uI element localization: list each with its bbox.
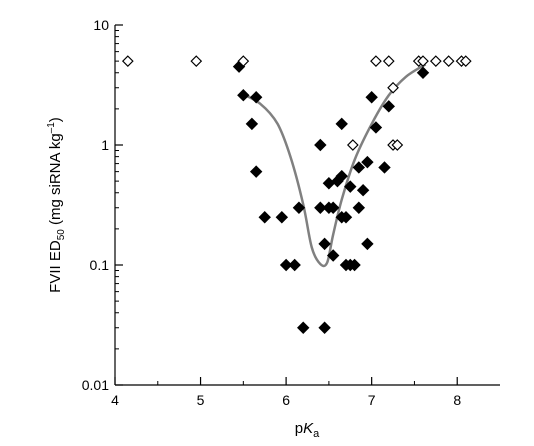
filled-diamond-point bbox=[348, 258, 361, 272]
filled-diamond-point bbox=[339, 211, 353, 224]
y-tick-label: 0.01 bbox=[82, 377, 109, 393]
filled-diamond-point bbox=[356, 184, 370, 197]
x-axis-title-k: K bbox=[303, 420, 314, 437]
open-diamond-point bbox=[121, 55, 134, 67]
filled-diamond-point bbox=[326, 249, 340, 262]
fit-curve-layer bbox=[240, 63, 427, 268]
filled-diamond-point bbox=[245, 117, 259, 131]
tick-labels: 0.01 0.1 1 10 4 5 6 7 8 bbox=[82, 17, 462, 408]
open-diamond-point bbox=[382, 55, 395, 67]
filled-diamond-point bbox=[352, 201, 366, 214]
filled-diamond-point bbox=[361, 155, 374, 169]
x-tick-label: 7 bbox=[368, 392, 376, 408]
filled-diamond-point bbox=[322, 177, 336, 190]
filled-diamond-point bbox=[237, 88, 250, 102]
filled-diamond-point bbox=[288, 258, 301, 272]
filled-diamond-point bbox=[365, 91, 378, 104]
open-diamond-point bbox=[387, 81, 399, 94]
filled-diamond-point bbox=[335, 117, 348, 131]
x-ticks bbox=[114, 377, 458, 385]
open-diamond-point bbox=[190, 55, 203, 67]
filled-diamond-point bbox=[361, 237, 374, 251]
y-axis-title-sup: –1 bbox=[46, 122, 57, 134]
filled-diamond-point bbox=[326, 201, 340, 214]
open-diamond-point bbox=[442, 55, 455, 67]
data-points-layer bbox=[121, 55, 472, 334]
x-axis-title: pKa bbox=[295, 420, 320, 440]
y-tick-label: 1 bbox=[101, 137, 109, 153]
open-diamond-point bbox=[459, 55, 472, 67]
filled-diamond-point bbox=[275, 211, 289, 224]
open-diamond-point bbox=[391, 139, 404, 151]
y-ticks bbox=[115, 24, 123, 386]
filled-diamond-point bbox=[416, 66, 430, 79]
open-diamond-point bbox=[370, 55, 382, 67]
y-axis-title-main: FVII ED bbox=[47, 240, 64, 293]
filled-diamond-point bbox=[318, 321, 331, 334]
y-axis-title: FVII ED50 (mg siRNA kg–1) bbox=[46, 117, 67, 293]
filled-diamond-point bbox=[314, 138, 327, 152]
open-diamond-point bbox=[346, 139, 359, 151]
x-tick-label: 8 bbox=[453, 392, 461, 408]
x-axis-title-sub: a bbox=[313, 428, 320, 440]
filled-diamond-point bbox=[352, 161, 366, 174]
filled-diamond-point bbox=[297, 321, 310, 334]
filled-diamond-point bbox=[335, 169, 348, 183]
filled-diamond-point bbox=[382, 100, 395, 113]
x-tick-label: 4 bbox=[111, 392, 119, 408]
filled-diamond-point bbox=[258, 211, 271, 224]
y-axis-title-close: ) bbox=[47, 117, 64, 122]
open-diamond-point bbox=[237, 55, 250, 67]
filled-diamond-point bbox=[314, 201, 327, 214]
x-tick-label: 6 bbox=[282, 392, 290, 408]
y-tick-label: 0.1 bbox=[90, 257, 110, 273]
filled-diamond-point bbox=[344, 180, 357, 193]
y-axis-title-units: (mg siRNA kg bbox=[47, 133, 64, 229]
x-tick-label: 5 bbox=[197, 392, 205, 408]
filled-diamond-point bbox=[378, 161, 391, 174]
filled-diamond-point bbox=[318, 237, 331, 251]
y-axis-title-sub: 50 bbox=[56, 229, 67, 241]
fit-curve bbox=[240, 63, 427, 268]
filled-diamond-point bbox=[249, 91, 263, 104]
x-axis-title-p: p bbox=[295, 420, 303, 437]
y-tick-label: 10 bbox=[93, 17, 109, 33]
filled-diamond-point bbox=[279, 258, 293, 272]
open-diamond-point bbox=[429, 55, 442, 67]
axes bbox=[114, 25, 500, 386]
open-diamond-point bbox=[417, 55, 429, 67]
filled-diamond-point bbox=[249, 165, 263, 178]
filled-diamond-point bbox=[292, 201, 306, 214]
filled-diamond-point bbox=[369, 121, 383, 134]
